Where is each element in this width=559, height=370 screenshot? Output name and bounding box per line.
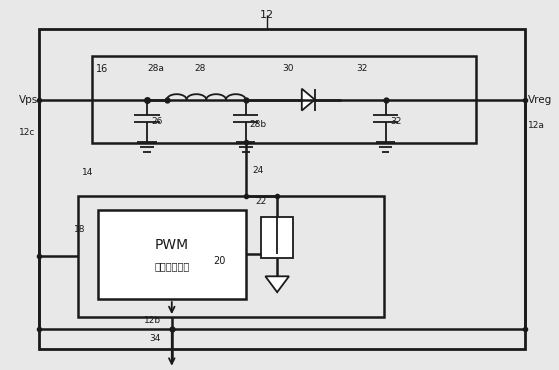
- Text: 22: 22: [255, 197, 267, 206]
- Text: 28a: 28a: [147, 64, 164, 73]
- Text: Vps: Vps: [19, 95, 39, 105]
- Text: 30: 30: [282, 64, 293, 73]
- Text: 12a: 12a: [528, 121, 545, 130]
- Text: コントローラ: コントローラ: [154, 261, 190, 271]
- Text: 12: 12: [260, 10, 274, 20]
- Text: 18: 18: [74, 225, 86, 234]
- Text: PWM: PWM: [155, 238, 189, 252]
- FancyBboxPatch shape: [262, 217, 293, 258]
- Text: 16: 16: [96, 64, 108, 74]
- Text: 34: 34: [149, 334, 160, 343]
- Text: 28: 28: [195, 64, 206, 73]
- FancyBboxPatch shape: [98, 210, 245, 299]
- Text: 24: 24: [253, 166, 264, 175]
- Text: 14: 14: [82, 168, 93, 176]
- Text: 12c: 12c: [19, 128, 35, 137]
- Polygon shape: [266, 276, 289, 292]
- Text: 20: 20: [213, 256, 225, 266]
- Text: 28b: 28b: [249, 120, 267, 129]
- Text: 26: 26: [151, 117, 163, 126]
- Text: Vreg: Vreg: [528, 95, 553, 105]
- Text: 12b: 12b: [144, 316, 162, 326]
- Text: 32: 32: [356, 64, 367, 73]
- Polygon shape: [302, 89, 315, 111]
- Text: 32: 32: [390, 117, 402, 126]
